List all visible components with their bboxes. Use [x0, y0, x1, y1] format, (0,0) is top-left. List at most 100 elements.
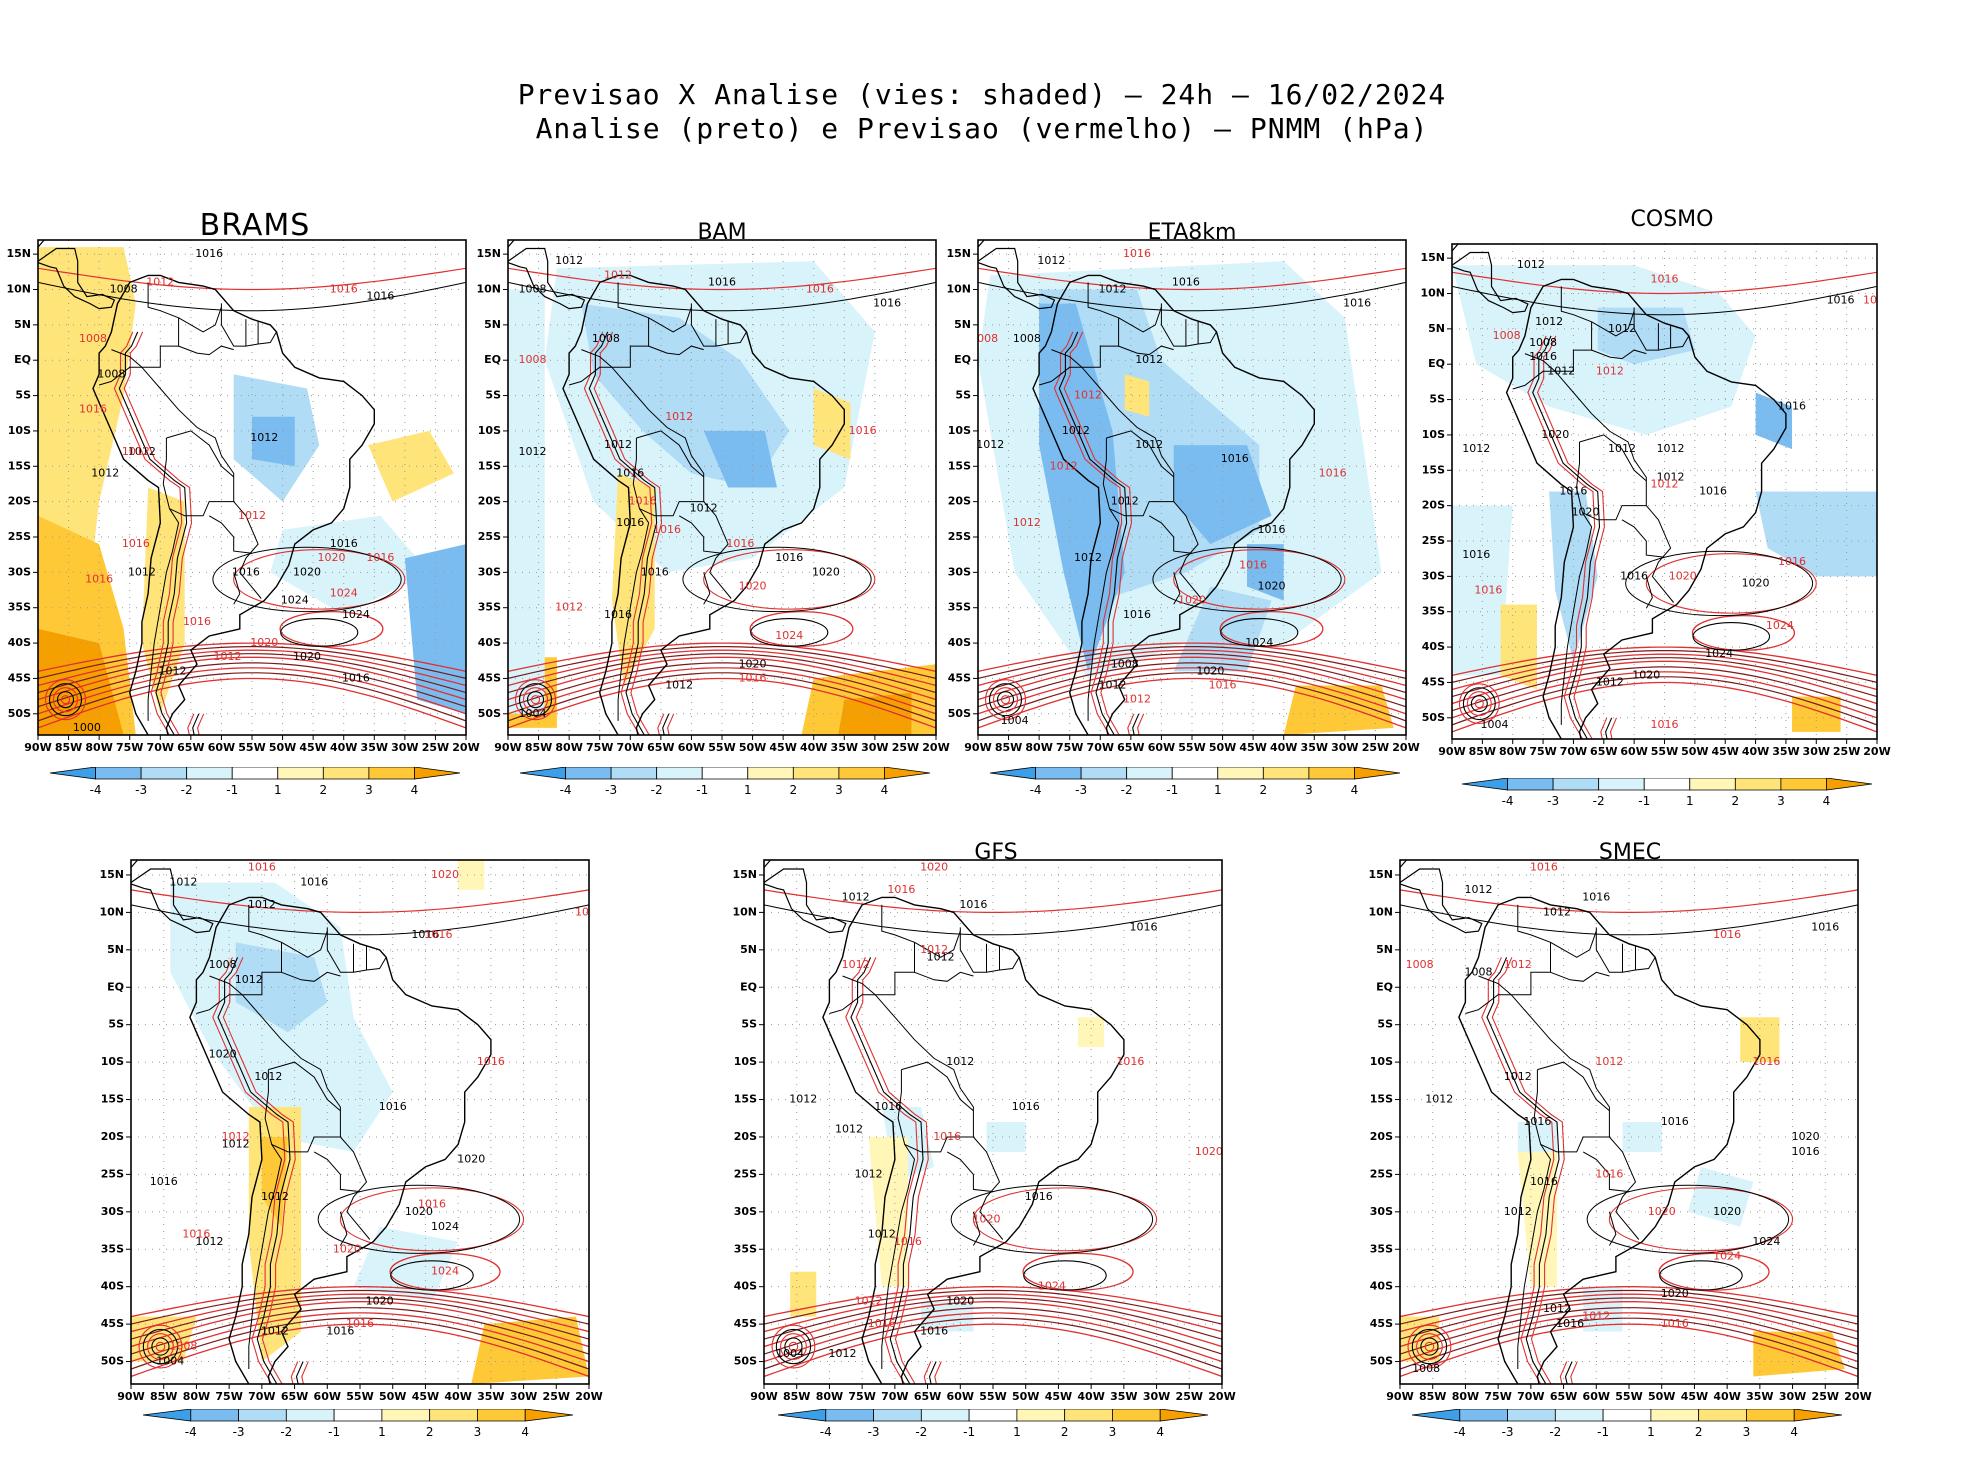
x-tick-label: 35W	[1772, 745, 1799, 758]
x-tick-label: 70W	[147, 741, 174, 754]
y-tick-label: 35S	[734, 1242, 757, 1255]
x-tick-label: 55W	[1615, 1390, 1642, 1403]
x-tick-label: 85W	[1419, 1390, 1446, 1403]
forecast-isobar-label: 1020	[250, 636, 278, 649]
y-tick-label: EQ	[1428, 357, 1445, 370]
analysis-isobar-label: 1012	[1657, 470, 1685, 483]
colorbar-swatch-pos4	[1826, 778, 1873, 791]
analysis-isobar-label: 1016	[1661, 1115, 1689, 1128]
y-tick-label: 5S	[15, 389, 31, 402]
analysis-isobar-label: 1012	[1517, 258, 1545, 271]
x-tick-label: 65W	[177, 741, 204, 754]
colorbar-label: -1	[328, 1425, 340, 1439]
bias-region-pos2	[368, 430, 454, 502]
y-tick-label: EQ	[740, 980, 757, 993]
country-border	[1591, 349, 1647, 360]
analysis-isobar-label: 1016	[1699, 485, 1727, 498]
y-tick-label: 40S	[1422, 640, 1445, 653]
analysis-isobar-label: 1012	[1465, 883, 1493, 896]
y-tick-label: 35S	[478, 601, 501, 614]
x-tick-label: 75W	[1056, 741, 1083, 754]
forecast-isobar-label: 1016	[248, 860, 276, 873]
country-border	[1173, 572, 1181, 605]
analysis-isobar-label: 1012	[1547, 364, 1575, 377]
analysis-isobar-label: 1004	[1001, 714, 1029, 727]
country-border	[946, 1151, 994, 1193]
colorbar-swatch-pos4	[414, 767, 461, 780]
colorbar-label: -2	[1121, 783, 1133, 797]
country-border	[1554, 370, 1674, 603]
forecast-isobar-label: 1016	[1651, 272, 1679, 285]
x-tick-label: 45W	[1711, 745, 1738, 758]
analysis-isobar-label: 1012	[835, 1122, 863, 1135]
isobar-line	[1400, 1317, 1858, 1370]
country-border	[196, 994, 243, 1014]
isobar-line	[1400, 1286, 1858, 1318]
coastline-central-america	[1400, 868, 1483, 934]
analysis-isobar-label: 1012	[254, 1070, 282, 1083]
analysis-isobar-label: 1016	[604, 608, 632, 621]
analysis-isobar-label: 1012	[976, 438, 1004, 451]
analysis-isobar-label: 1012	[1135, 353, 1163, 366]
coastline-south-america	[562, 274, 845, 735]
forecast-isobar-label: 1024	[775, 629, 803, 642]
analysis-isobar-label: 1020	[293, 650, 321, 663]
isobar-line	[38, 677, 466, 729]
isobar-line	[1400, 1323, 1858, 1378]
country-border	[209, 904, 282, 996]
y-tick-label: 15S	[734, 1093, 757, 1106]
bias-region-pos4	[38, 628, 124, 735]
x-tick-label: 45W	[412, 1390, 439, 1403]
y-tick-label: 45S	[1370, 1317, 1393, 1330]
y-tick-label: EQ	[107, 980, 124, 993]
colorbar-swatch-zero	[333, 1409, 383, 1422]
x-tick-label: 90W	[964, 741, 991, 754]
colorbar-swatch-zero	[1602, 1409, 1652, 1422]
analysis-isobar-label: 1008	[1412, 1362, 1440, 1375]
colorbar-label: 4	[1351, 783, 1359, 797]
y-tick-label: 40S	[8, 636, 31, 649]
y-tick-label: 10N	[476, 283, 501, 296]
colorbar-swatch-pos1	[1217, 767, 1264, 780]
analysis-isobar-label: 1012	[1657, 442, 1685, 455]
country-border	[632, 438, 704, 517]
isobar-line	[131, 1289, 589, 1325]
country-border	[1537, 1061, 1610, 1112]
colorbar-swatch-pos2	[1698, 1409, 1747, 1422]
colorbar-label: -1	[1638, 794, 1650, 808]
bias-region-neg2	[1549, 491, 1598, 662]
x-tick-label: 90W	[1386, 1390, 1413, 1403]
x-tick-label: 65W	[647, 741, 674, 754]
x-tick-label: 25W	[422, 741, 449, 754]
forecast-isobar-label: 1020	[739, 580, 767, 593]
x-tick-label: 50W	[379, 1390, 406, 1403]
y-tick-label: 45S	[948, 671, 971, 684]
x-tick-label: 90W	[1438, 745, 1465, 758]
country-border	[178, 307, 222, 333]
analysis-isobar-label: 1016	[326, 1325, 354, 1338]
colorbar-swatch-neg1	[1598, 778, 1645, 791]
forecast-isobar-label: 1016	[1713, 928, 1741, 941]
analysis-isobar-label: 1016	[775, 551, 803, 564]
y-tick-label: 35S	[1370, 1242, 1393, 1255]
y-tick-label: 40S	[734, 1280, 757, 1293]
country-border	[1465, 994, 1512, 1014]
country-border	[648, 307, 692, 333]
y-tick-label: 5S	[108, 1018, 124, 1031]
bias-region-neg1	[270, 515, 430, 615]
analysis-isobar-label: 1016	[1012, 1100, 1040, 1113]
analysis-isobar-label: 1012	[829, 1347, 857, 1360]
colorbar-swatch-neg4	[777, 1409, 827, 1422]
analysis-isobar-label: 1016	[232, 565, 260, 578]
colorbar-label: -4	[1454, 1425, 1466, 1439]
y-tick-label: EQ	[14, 353, 31, 366]
colorbar-label: 2	[1695, 1425, 1703, 1439]
analysis-isobar-label: 1012	[604, 438, 632, 451]
bias-region-neg1	[1452, 505, 1513, 676]
x-tick-label: 20W	[452, 741, 479, 754]
colorbar-swatch-neg1	[186, 767, 233, 780]
forecast-isobar-label: 1012	[122, 445, 150, 458]
isobar-line	[1400, 1301, 1858, 1348]
country-border	[1478, 904, 1551, 996]
forecast-isobar-label: 1016	[575, 905, 603, 918]
